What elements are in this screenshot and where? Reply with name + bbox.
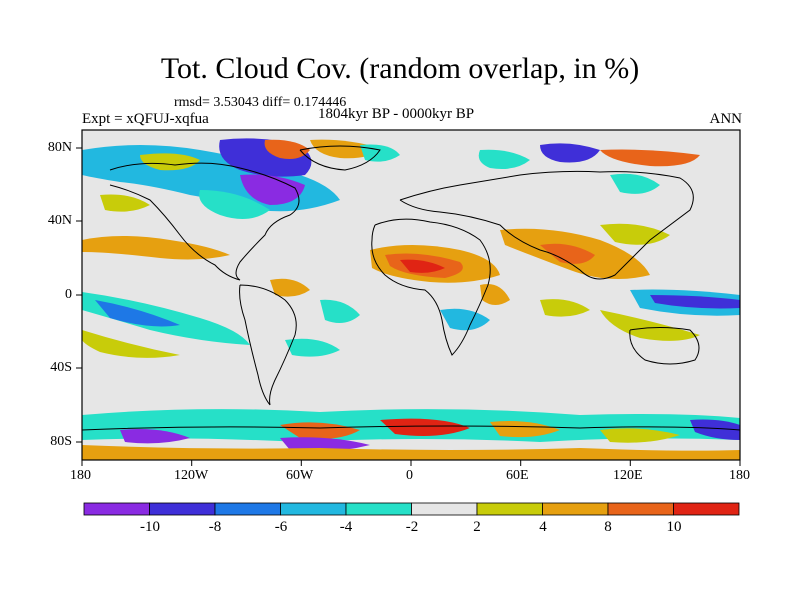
- colorbar-box-4: [345, 502, 412, 516]
- colorbar-box-9: [673, 502, 740, 516]
- y-tick-40s: 40S: [50, 360, 72, 375]
- time-period: 1804kyr BP - 0000kyr BP: [318, 106, 475, 122]
- y-tick-80n: 80N: [47, 140, 72, 155]
- colorbar-box-1: [149, 502, 216, 516]
- y-tick-0: 0: [65, 287, 72, 302]
- x-tick-180w: 180: [70, 468, 91, 483]
- season-label: ANN: [709, 111, 743, 127]
- x-tick-60w: 60W: [286, 468, 314, 483]
- colorbar-box-8: [607, 502, 674, 516]
- colorbar-label-10: 10: [666, 519, 682, 535]
- colorbar-label-minus6: -6: [274, 519, 288, 535]
- map-title: Tot. Cloud Cov. (random overlap, in %): [160, 52, 640, 85]
- colorbar-label-2: 2: [473, 519, 481, 535]
- colorbar-label-8: 8: [604, 519, 612, 535]
- anomaly-field: [82, 138, 740, 460]
- colorbar-box-6: [476, 502, 543, 516]
- y-tick-80s: 80S: [50, 434, 72, 449]
- x-tick-120e: 120E: [613, 468, 643, 483]
- colorbar-label-minus10: -10: [140, 519, 160, 535]
- x-tick-60e: 60E: [506, 468, 529, 483]
- x-tick-0: 0: [406, 468, 413, 483]
- colorbar-box-0: [83, 502, 150, 516]
- colorbar-label-minus2: -2: [405, 519, 419, 535]
- axis-ticks: [76, 147, 741, 466]
- rmsd-diff-stats: rmsd= 3.53043 diff= 0.174446: [174, 95, 347, 110]
- colorbar-label-minus8: -8: [208, 519, 222, 535]
- x-tick-180e: 180: [729, 468, 750, 483]
- y-tick-40n: 40N: [47, 213, 72, 228]
- experiment-label: Expt = xQFUJ-xqfua: [82, 111, 209, 127]
- colorbar-box-3: [280, 502, 347, 516]
- colorbar-box-7: [542, 502, 609, 516]
- coastlines: [82, 145, 740, 431]
- colorbar-label-4: 4: [539, 519, 547, 535]
- colorbar-box-5: [411, 502, 478, 516]
- colorbar-box-2: [214, 502, 281, 516]
- colorbar-label-minus4: -4: [339, 519, 353, 535]
- colorbar-boxes: [83, 502, 740, 516]
- x-tick-120w: 120W: [174, 468, 209, 483]
